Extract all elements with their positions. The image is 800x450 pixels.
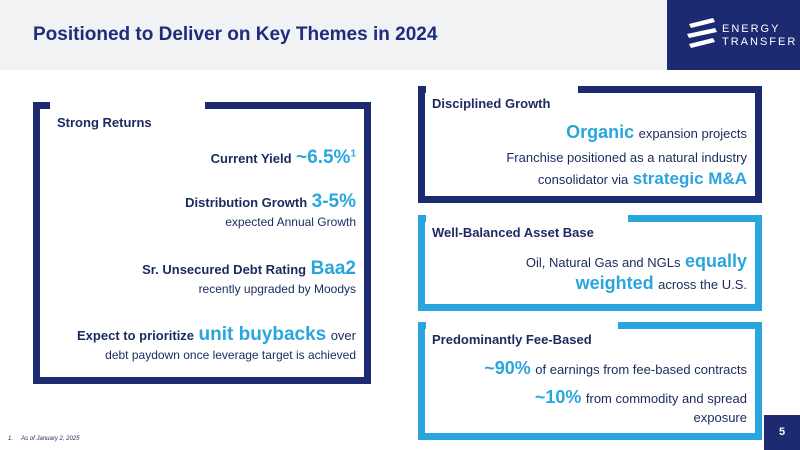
fee-based-line2-rest: from commodity and spread [585, 391, 747, 406]
debt-rating-value: Baa2 [310, 258, 356, 279]
asset-base-frame [418, 215, 762, 311]
asset-base-frame-top-right [628, 215, 762, 222]
asset-base-line1-prefix: Oil, Natural Gas and NGLs [525, 255, 681, 270]
fee-based-line3: exposure [693, 410, 747, 425]
disciplined-growth-frame [418, 86, 762, 203]
footnote-marker: 1. [8, 436, 14, 442]
footnote: 1. As of January 2, 2025 [8, 436, 80, 442]
current-yield-label: Current Yield [210, 151, 292, 166]
slide-title: Positioned to Deliver on Key Themes in 2… [33, 24, 438, 45]
asset-base-line2: weighted across the U.S. [576, 273, 747, 294]
fee-based-frame [418, 322, 762, 440]
buyback-line1: Expect to prioritize unit buybacks over [77, 324, 356, 346]
logo-text-transfer: TRANSFER [722, 36, 798, 48]
buyback-suffix: over [330, 328, 356, 343]
disciplined-growth-frame-top-left [418, 86, 426, 93]
fee-based-box: Predominantly Fee-Based ~90% of earnings… [418, 322, 762, 440]
buyback-highlight: unit buybacks [198, 324, 327, 345]
franchise-line2: consolidator via strategic M&A [538, 169, 747, 189]
logo-text-energy: ENERGY [722, 23, 781, 35]
franchise-line2-highlight: strategic M&A [632, 169, 747, 188]
disciplined-growth-heading: Disciplined Growth [432, 96, 551, 111]
distribution-growth-label: Distribution Growth [185, 195, 308, 210]
strong-returns-heading: Strong Returns [57, 115, 152, 130]
current-yield-line: Current Yield ~6.5%1 [211, 147, 356, 169]
distribution-growth-line: Distribution Growth 3-5% [185, 191, 356, 213]
strong-returns-frame-top-right [205, 102, 371, 109]
header-bar: Positioned to Deliver on Key Themes in 2… [0, 0, 800, 70]
buyback-line2: debt paydown once leverage target is ach… [105, 348, 356, 362]
fee-based-frame-top-left [418, 322, 426, 329]
current-yield-footnote-ref: 1 [350, 148, 356, 160]
asset-base-line2-suffix: across the U.S. [658, 277, 747, 292]
organic-line: Organic expansion projects [566, 122, 747, 143]
fee-based-line1: ~90% of earnings from fee-based contract… [484, 358, 747, 379]
franchise-line2-prefix: consolidator via [537, 172, 629, 187]
debt-rating-sub: recently upgraded by Moodys [198, 282, 356, 296]
disciplined-growth-frame-top-right [578, 86, 762, 93]
debt-rating-line: Sr. Unsecured Debt Rating Baa2 [142, 258, 356, 280]
energy-transfer-logo: ENERGY TRANSFER [667, 0, 800, 70]
organic-highlight: Organic [566, 122, 635, 142]
fee-based-line2-highlight: ~10% [534, 387, 582, 407]
asset-base-line2-highlight: weighted [575, 273, 654, 293]
franchise-line1: Franchise positioned as a natural indust… [506, 150, 747, 165]
energy-transfer-logo-icon [687, 18, 717, 48]
fee-based-line1-highlight: ~90% [484, 358, 531, 378]
fee-based-heading: Predominantly Fee-Based [432, 332, 592, 347]
buyback-prefix: Expect to prioritize [77, 328, 195, 343]
organic-rest: expansion projects [638, 126, 747, 141]
fee-based-line2: ~10% from commodity and spread [535, 387, 747, 408]
asset-base-box: Well-Balanced Asset Base Oil, Natural Ga… [418, 215, 762, 311]
fee-based-line1-rest: of earnings from fee-based contracts [535, 362, 747, 377]
disciplined-growth-box: Disciplined Growth Organic expansion pro… [418, 86, 762, 203]
strong-returns-frame-top-left [33, 102, 50, 109]
asset-base-frame-top-left [418, 215, 426, 222]
page-number: 5 [764, 415, 800, 450]
current-yield-value: ~6.5% [296, 147, 351, 168]
asset-base-line1-highlight: equally [684, 251, 747, 271]
distribution-growth-sub: expected Annual Growth [225, 215, 356, 229]
debt-rating-label: Sr. Unsecured Debt Rating [142, 262, 307, 277]
strong-returns-box: Strong Returns Current Yield ~6.5%1 Dist… [33, 102, 371, 384]
asset-base-line1: Oil, Natural Gas and NGLs equally [526, 251, 747, 272]
strong-returns-frame [33, 102, 371, 384]
asset-base-heading: Well-Balanced Asset Base [432, 225, 594, 240]
fee-based-frame-top-right [618, 322, 762, 329]
distribution-growth-value: 3-5% [311, 191, 356, 212]
footnote-text: As of January 2, 2025 [21, 436, 80, 442]
